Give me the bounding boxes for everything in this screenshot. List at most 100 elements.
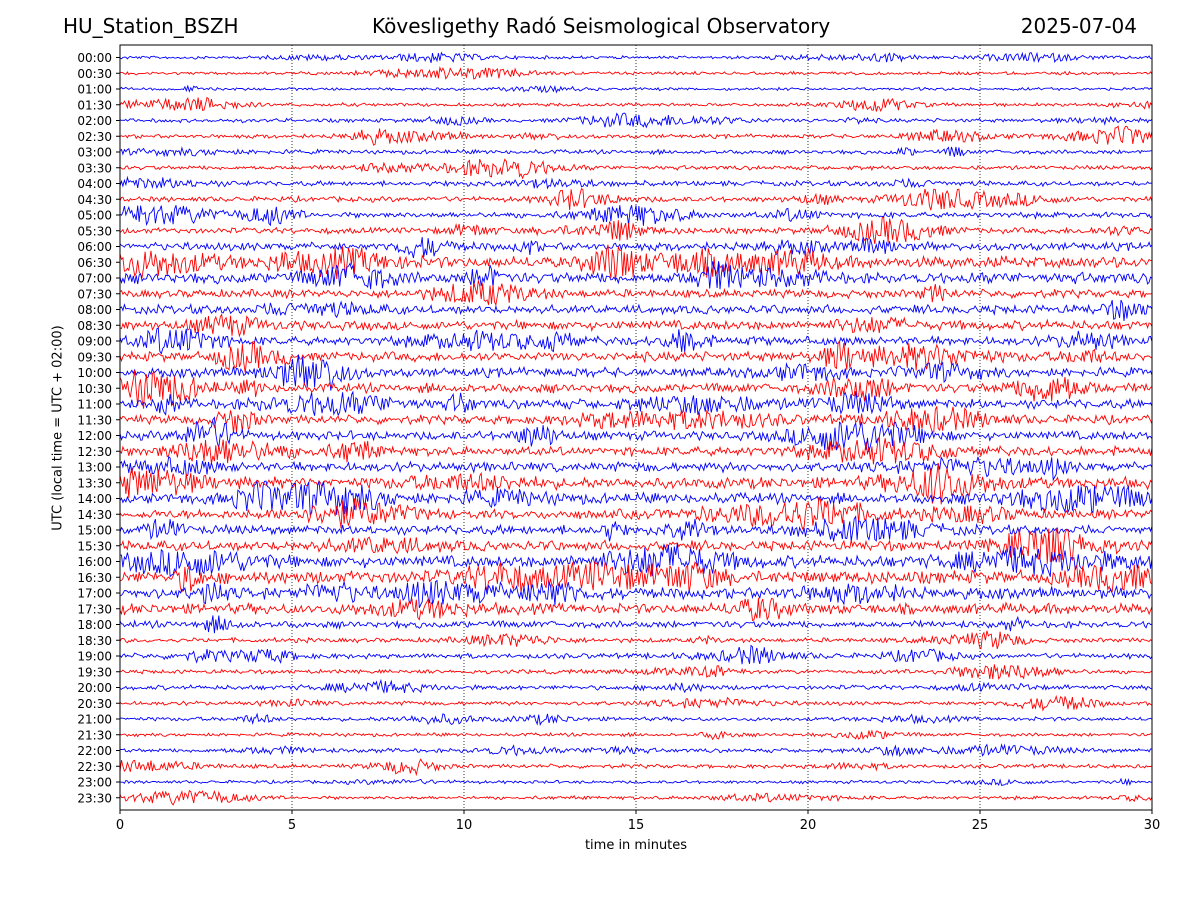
y-tick-label: 10:00 (77, 366, 112, 380)
y-tick-label: 20:30 (77, 697, 112, 711)
x-axis-label: time in minutes (584, 838, 688, 853)
y-tick-label: 23:00 (77, 776, 112, 790)
trace-2230 (119, 758, 1153, 777)
trace-1730 (119, 597, 1153, 622)
y-tick-label: 14:00 (77, 492, 112, 506)
y-tick-label: 13:30 (77, 476, 112, 490)
y-tick-label: 15:30 (77, 539, 112, 553)
trace-0700 (119, 261, 1153, 290)
y-tick-label: 04:30 (77, 193, 112, 207)
trace-0530 (119, 216, 1153, 244)
x-tick-label: 30 (1144, 818, 1161, 833)
trace-0900 (119, 327, 1153, 355)
trace-1400 (119, 479, 1153, 516)
trace-1000 (119, 354, 1153, 391)
y-tick-label: 21:00 (77, 713, 112, 727)
trace-1700 (119, 579, 1153, 608)
y-tick-label: 09:30 (77, 350, 112, 364)
x-tick-label: 15 (628, 818, 645, 833)
trace-1300 (119, 455, 1153, 482)
seismic-traces (119, 51, 1153, 806)
chart-title: Kövesligethy Radó Seismological Observat… (372, 14, 831, 38)
trace-1200 (119, 416, 1153, 453)
trace-0000 (119, 51, 1153, 64)
y-tick-label: 23:30 (77, 791, 112, 805)
trace-1030 (119, 370, 1153, 409)
trace-0630 (119, 244, 1153, 282)
trace-0400 (119, 175, 1153, 190)
trace-1830 (119, 630, 1153, 650)
y-tick-label: 20:00 (77, 681, 112, 695)
trace-2300 (119, 777, 1153, 787)
y-tick-label: 03:30 (77, 161, 112, 175)
trace-1430 (119, 496, 1153, 530)
y-tick-label: 10:30 (77, 382, 112, 396)
trace-1630 (119, 561, 1153, 593)
y-tick-label: 13:00 (77, 461, 112, 475)
y-tick-label: 18:30 (77, 634, 112, 648)
x-tick-label: 20 (800, 818, 817, 833)
y-tick-label: 15:00 (77, 524, 112, 538)
trace-1130 (119, 406, 1153, 434)
trace-1100 (119, 390, 1153, 417)
trace-0800 (119, 299, 1153, 322)
y-tick-label: 09:00 (77, 335, 112, 349)
grid-lines (291, 45, 981, 810)
y-tick-label: 16:30 (77, 571, 112, 585)
trace-0100 (119, 84, 1153, 94)
trace-0730 (119, 280, 1153, 307)
y-tick-label: 12:00 (77, 429, 112, 443)
y-tick-label: 22:30 (77, 760, 112, 774)
y-tick-label: 02:30 (77, 130, 112, 144)
x-tick-label: 5 (288, 818, 296, 833)
trace-0300 (119, 146, 1152, 158)
trace-0600 (119, 237, 1153, 259)
y-tick-label: 02:00 (77, 114, 112, 128)
trace-2330 (119, 789, 1153, 806)
trace-1530 (119, 527, 1153, 564)
y-tick-label: 03:00 (77, 146, 112, 160)
y-tick-label: 18:00 (77, 618, 112, 632)
x-tick-label: 25 (972, 818, 989, 833)
trace-2200 (119, 743, 1153, 758)
y-tick-label: 06:00 (77, 240, 112, 254)
y-axis-label: UTC (local time = UTC + 02:00) (50, 325, 66, 531)
trace-1930 (119, 664, 1153, 680)
y-tick-label: 00:00 (77, 51, 112, 65)
trace-0030 (119, 65, 1153, 80)
trace-0200 (119, 112, 1153, 129)
y-tick-label: 05:30 (77, 224, 112, 238)
trace-0230 (119, 125, 1153, 146)
trace-2000 (119, 678, 1153, 694)
y-tick-label: 11:30 (77, 413, 112, 427)
y-tick-label: 04:00 (77, 177, 112, 191)
trace-0330 (119, 158, 1153, 180)
y-tick-label: 21:30 (77, 728, 112, 742)
trace-1800 (119, 615, 1153, 634)
y-tick-label: 16:00 (77, 555, 112, 569)
trace-2030 (119, 694, 1153, 712)
y-tick-label: 14:30 (77, 508, 112, 522)
x-axis-ticks: 0 5 10 15 20 25 30 (116, 810, 1160, 833)
trace-0830 (119, 313, 1153, 338)
y-tick-label: 07:00 (77, 272, 112, 286)
y-tick-label: 22:00 (77, 744, 112, 758)
trace-0500 (119, 205, 1153, 227)
chart-date: 2025-07-04 (1020, 14, 1137, 38)
y-tick-label: 12:30 (77, 445, 112, 459)
trace-1230 (119, 436, 1153, 465)
trace-2130 (119, 729, 1153, 741)
y-tick-label: 00:30 (77, 67, 112, 81)
trace-1600 (120, 543, 1153, 578)
y-tick-label: 06:30 (77, 256, 112, 270)
y-tick-label: 19:30 (77, 665, 112, 679)
y-tick-label: 08:30 (77, 319, 112, 333)
y-tick-label: 17:00 (77, 587, 112, 601)
y-tick-label: 11:00 (77, 398, 112, 412)
station-name: HU_Station_BSZH (63, 14, 239, 38)
x-tick-label: 0 (116, 818, 124, 833)
y-tick-label: 19:00 (77, 650, 112, 664)
trace-2100 (119, 712, 1153, 726)
